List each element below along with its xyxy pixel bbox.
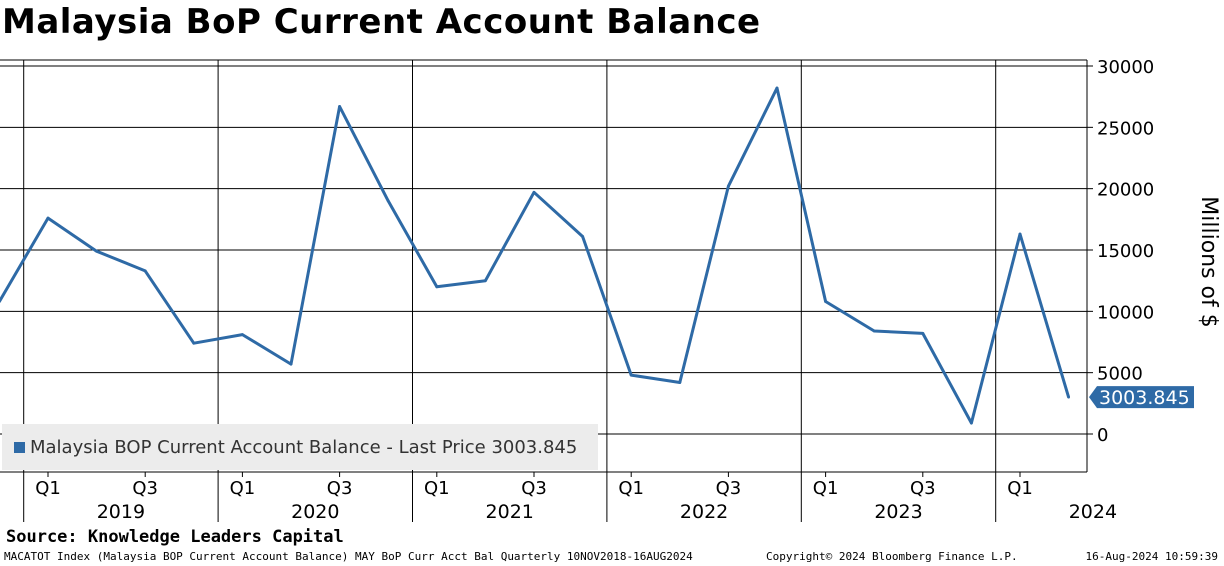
y-tick-label: 5000 [1097,364,1143,385]
data-point [484,279,487,283]
x-year-label: 2023 [874,501,922,523]
x-tick-label: Q3 [521,478,547,499]
y-tick-label: 30000 [1097,57,1154,78]
x-tick-label: Q3 [132,478,158,499]
x-tick-label: Q1 [424,478,450,499]
x-tick-label: Q1 [1007,478,1033,499]
legend-text: Malaysia BOP Current Account Balance - L… [30,437,578,458]
data-point [95,249,98,253]
data-point [46,216,50,220]
data-point [143,269,147,273]
footer-timestamp: 16-Aug-2024 10:59:39 [1085,550,1218,563]
data-point [241,333,244,337]
chart-title: Malaysia BoP Current Account Balance [2,2,761,42]
data-point [1018,232,1022,236]
footer-copyright: Copyright© 2024 Bloomberg Finance L.P. [766,550,1018,563]
x-year-label: 2019 [97,501,145,523]
data-point [775,86,779,90]
y-tick-label: 10000 [1097,302,1154,323]
data-point [921,332,925,335]
y-axis-title: Millions of $ [1196,196,1221,327]
x-tick-label: Q3 [327,478,353,499]
x-year-label: 2021 [486,501,534,523]
source-note: Source: Knowledge Leaders Capital [6,527,344,547]
x-year-label: 2022 [680,501,728,523]
x-year-label: 2020 [291,501,339,523]
x-tick-label: Q1 [618,478,644,499]
data-point [678,381,682,384]
data-point [727,184,730,188]
data-point [338,105,341,108]
data-point [1067,395,1070,399]
data-point [872,329,876,333]
y-tick-label: 25000 [1097,118,1154,139]
x-tick-label: Q1 [35,478,61,499]
x-tick-label: Q1 [230,478,256,499]
last-price-label: 3003.845 [1099,387,1190,409]
x-tick-label: Q3 [910,478,936,499]
data-point [824,300,827,303]
y-tick-label: 0 [1097,425,1108,446]
data-point [0,300,1,303]
last-price-tag [1089,386,1194,409]
x-tick-label: Q1 [813,478,839,499]
data-point [435,285,439,289]
data-point [581,235,584,238]
x-year-label: 2024 [1069,501,1117,523]
y-tick-label: 20000 [1097,180,1154,201]
y-tick-label: 15000 [1097,241,1154,262]
data-point [289,362,293,366]
data-point [629,373,633,377]
data-point [386,199,390,203]
data-point [970,421,973,425]
data-point [192,341,196,345]
footer-ticker-info: MACATOT Index (Malaysia BOP Current Acco… [4,550,693,563]
data-point [532,190,536,194]
x-tick-label: Q3 [716,478,742,499]
legend-swatch [14,442,25,453]
legend: Malaysia BOP Current Account Balance - L… [2,424,598,470]
